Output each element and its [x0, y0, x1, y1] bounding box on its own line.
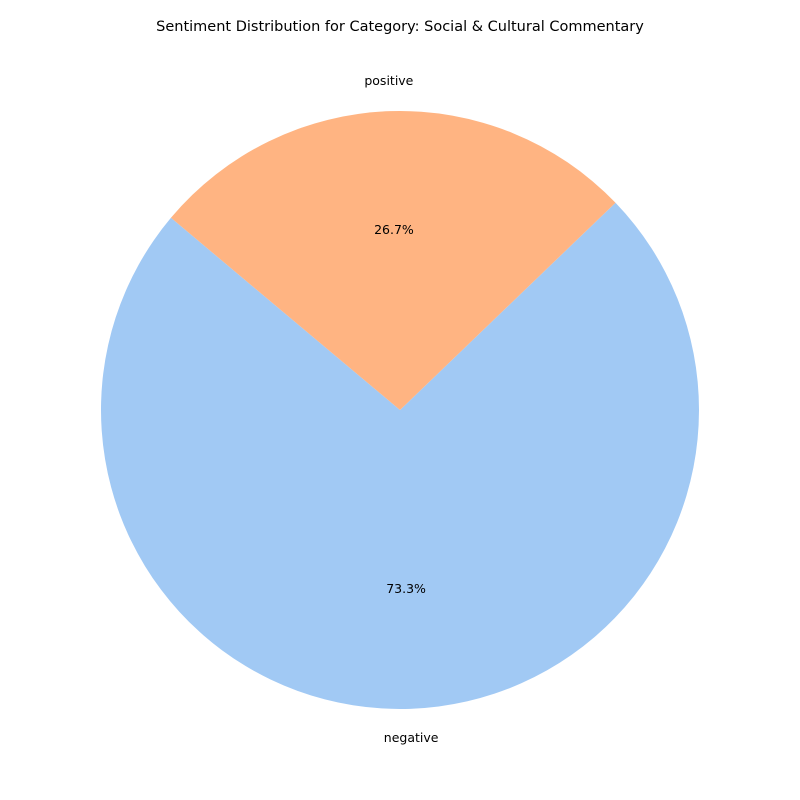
slice-label-positive: positive [364, 73, 413, 88]
pie-slices [101, 111, 700, 710]
pie-labels: negative 73.3% positive 26.7% [364, 73, 438, 745]
slice-percent-negative: 73.3% [386, 581, 426, 596]
slice-percent-positive: 26.7% [374, 222, 414, 237]
pie-slice-negative [101, 202, 700, 710]
chart-title: Sentiment Distribution for Category: Soc… [156, 19, 644, 35]
slice-label-negative: negative [384, 730, 439, 745]
pie-slice-positive [170, 111, 616, 411]
